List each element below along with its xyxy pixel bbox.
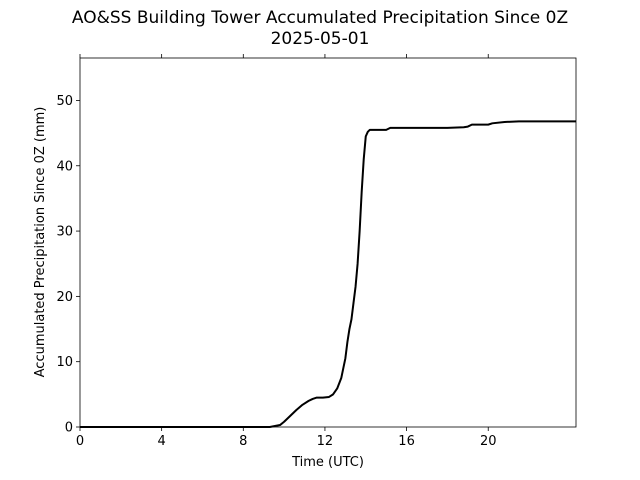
y-axis-label: Accumulated Precipitation Since 0Z (mm) xyxy=(33,107,48,378)
y-tick-label: 50 xyxy=(56,94,73,109)
plot-frame xyxy=(79,57,577,428)
x-tick-label: 4 xyxy=(158,434,166,449)
y-tick-label: 30 xyxy=(56,225,73,240)
y-tick-label: 40 xyxy=(56,159,73,174)
chart-subtitle: 2025-05-01 xyxy=(270,29,370,49)
x-tick-label: 20 xyxy=(480,434,497,449)
y-tick-label: 20 xyxy=(56,290,73,305)
x-tick-label: 8 xyxy=(239,434,247,449)
y-tick-label: 0 xyxy=(65,421,73,436)
chart-title: AO&SS Building Tower Accumulated Precipi… xyxy=(71,8,569,28)
x-axis-label: Time (UTC) xyxy=(291,455,364,470)
x-tick-label: 0 xyxy=(76,434,84,449)
x-tick-label: 12 xyxy=(317,434,334,449)
precipitation-line xyxy=(80,120,576,428)
y-tick-label: 10 xyxy=(56,355,73,370)
x-tick-label: 16 xyxy=(398,434,415,449)
